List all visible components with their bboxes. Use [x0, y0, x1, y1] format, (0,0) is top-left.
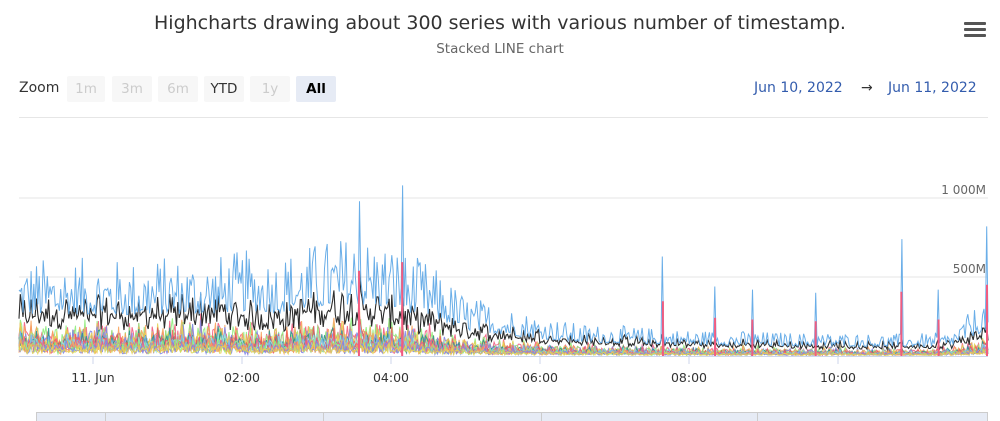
x-tick-label-1: 02:00	[224, 370, 260, 385]
zoom-6m-button[interactable]: 6m	[158, 76, 198, 102]
series-line-dominant	[18, 270, 989, 351]
series-line-color-13	[18, 340, 989, 357]
range-selector-divider	[19, 117, 988, 118]
zoom-1m-button[interactable]: 1m	[67, 76, 105, 102]
chart-title: Highcharts drawing about 300 series with…	[154, 12, 846, 34]
series-line-top	[18, 185, 989, 348]
y-tick-label-0: 500M	[953, 262, 986, 276]
y-tick-label-1: 1 000M	[941, 183, 986, 197]
range-from-input[interactable]: Jun 10, 2022	[754, 80, 843, 96]
stacked-line-plot: 500M 1 000M 11. Jun 02:00 04:00 06:00 08:00 10:…	[18, 183, 989, 385]
zoom-3m-button[interactable]: 3m	[112, 76, 152, 102]
navigator-bar[interactable]	[36, 412, 988, 421]
x-tick-label-4: 08:00	[671, 370, 707, 385]
x-tick-label-2: 04:00	[373, 370, 409, 385]
range-to-input[interactable]: Jun 11, 2022	[888, 80, 977, 96]
x-tick-label-3: 06:00	[522, 370, 558, 385]
x-tick-label-0: 11. Jun	[71, 370, 114, 385]
zoom-1y-button[interactable]: 1y	[250, 76, 290, 102]
chart-subtitle: Stacked LINE chart	[436, 41, 564, 57]
range-arrow-icon: →	[861, 80, 873, 96]
zoom-all-button[interactable]: All	[296, 76, 336, 102]
hamburger-menu-icon[interactable]	[964, 22, 986, 38]
x-tick-label-5: 10:00	[820, 370, 856, 385]
zoom-ytd-button[interactable]: YTD	[204, 76, 244, 102]
zoom-label: Zoom	[19, 80, 60, 96]
